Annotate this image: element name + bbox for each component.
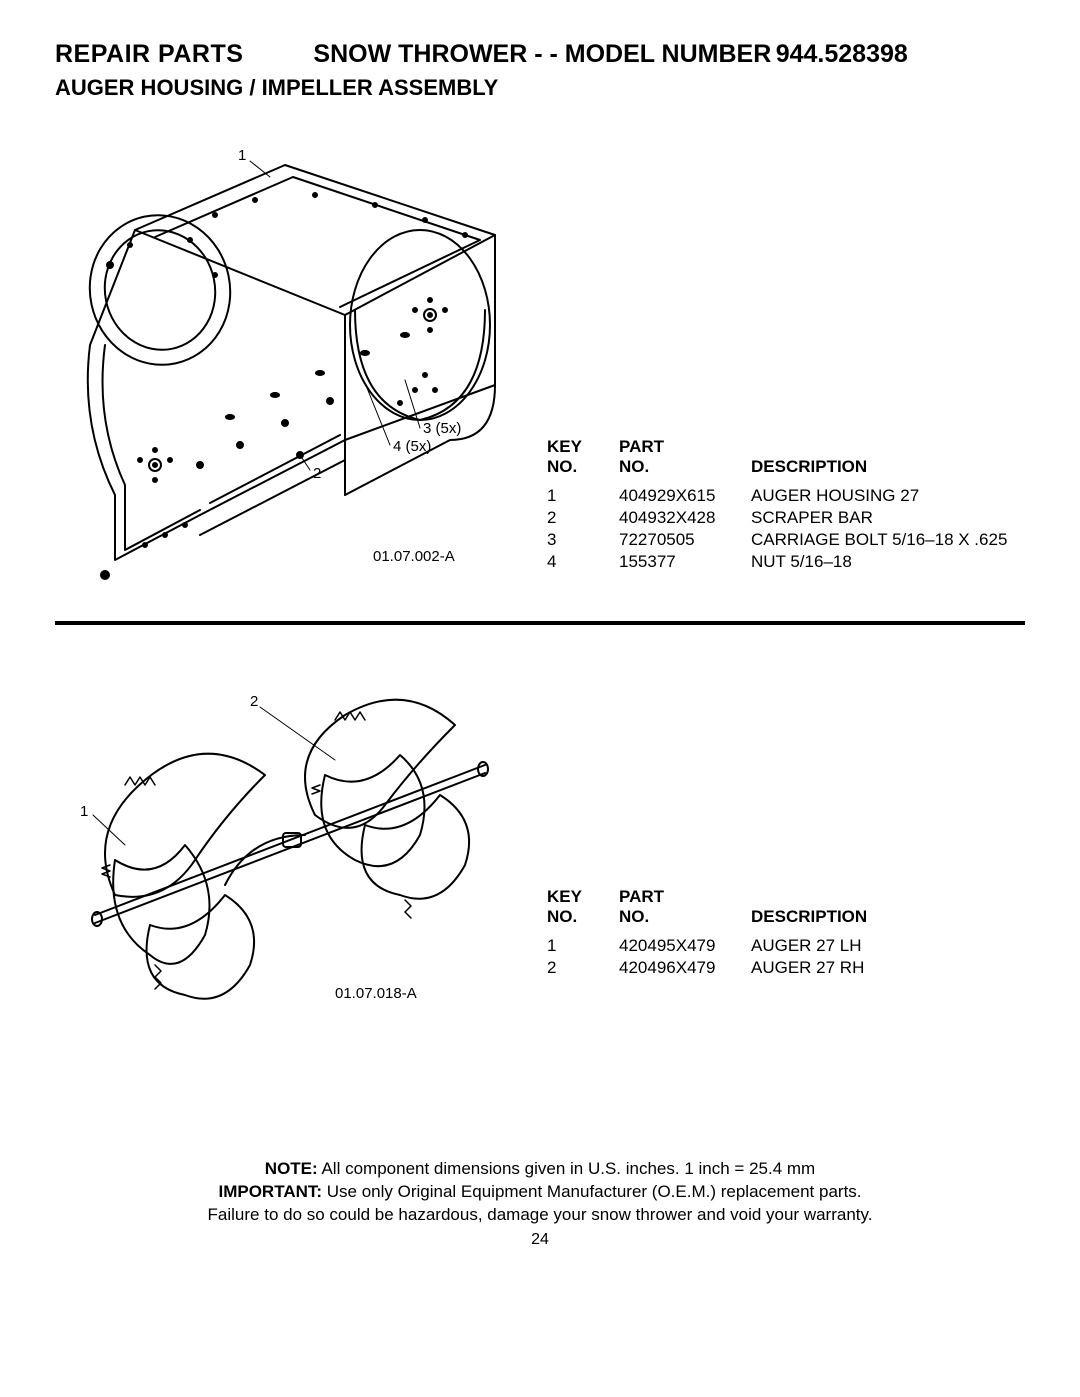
cell-key: 3	[547, 530, 617, 550]
footer-notes: NOTE: All component dimensions given in …	[0, 1158, 1080, 1227]
page-number: 24	[0, 1231, 1080, 1249]
cell-desc: SCRAPER BAR	[751, 508, 1007, 528]
table-row: 2 404932X428 SCRAPER BAR	[547, 508, 1007, 528]
th-part-top: PART	[619, 437, 749, 457]
diagram2-code: 01.07.018-A	[335, 985, 417, 1002]
page-header: REPAIR PARTS SNOW THROWER - - MODEL NUMB…	[55, 40, 1025, 69]
cell-part: 404929X615	[619, 486, 749, 506]
th-part-bot: NO.	[619, 457, 749, 477]
callout-4: 4 (5x)	[393, 438, 431, 455]
note-line: NOTE: All component dimensions given in …	[0, 1158, 1080, 1181]
th-part: PART NO.	[619, 437, 749, 484]
section-divider	[55, 621, 1025, 625]
cell-key: 4	[547, 552, 617, 572]
diagram-auger: 1 2 01.07.018-A	[55, 685, 515, 1055]
cell-part: 72270505	[619, 530, 749, 550]
th-desc-label: DESCRIPTION	[751, 907, 867, 927]
th-part-top: PART	[619, 887, 749, 907]
th-part: PART NO.	[619, 887, 749, 934]
cell-part: 420495X479	[619, 936, 749, 956]
th-key: KEY NO.	[547, 887, 617, 934]
parts-table-2: KEY NO. PART NO. DESCRIPTION 1 420495X47…	[545, 885, 869, 980]
housing-svg	[55, 145, 515, 585]
cell-part: 155377	[619, 552, 749, 572]
th-key-top: KEY	[547, 887, 617, 907]
table-row: 2 420496X479 AUGER 27 RH	[547, 958, 867, 978]
table-row: 4 155377 NUT 5/16–18	[547, 552, 1007, 572]
callout-1: 1	[238, 147, 246, 164]
note-label: NOTE:	[265, 1159, 318, 1178]
auger-svg	[55, 685, 515, 1055]
callout-2b: 2	[250, 693, 258, 710]
cell-desc: NUT 5/16–18	[751, 552, 1007, 572]
cell-desc: AUGER 27 RH	[751, 958, 867, 978]
th-key-top: KEY	[547, 437, 617, 457]
warn-line: Failure to do so could be hazardous, dam…	[0, 1204, 1080, 1227]
cell-desc: CARRIAGE BOLT 5/16–18 X .625	[751, 530, 1007, 550]
repair-parts-title: REPAIR PARTS	[55, 40, 243, 69]
important-line: IMPORTANT: Use only Original Equipment M…	[0, 1181, 1080, 1204]
cell-desc: AUGER HOUSING 27	[751, 486, 1007, 506]
callout-1b: 1	[80, 803, 88, 820]
diagram-housing: 1 2 3 (5x) 4 (5x) 01.07.002-A	[55, 145, 515, 585]
table-row: 3 72270505 CARRIAGE BOLT 5/16–18 X .625	[547, 530, 1007, 550]
important-text: Use only Original Equipment Manufacturer…	[322, 1182, 862, 1201]
cell-key: 1	[547, 936, 617, 956]
cell-key: 2	[547, 508, 617, 528]
table-row: 1 404929X615 AUGER HOUSING 27	[547, 486, 1007, 506]
cell-desc: AUGER 27 LH	[751, 936, 867, 956]
important-label: IMPORTANT:	[218, 1182, 322, 1201]
th-desc: DESCRIPTION	[751, 887, 867, 934]
section-auger: 1 2 01.07.018-A KEY NO. PART NO. DESCRIP…	[55, 685, 1025, 1055]
th-desc-label: DESCRIPTION	[751, 457, 1007, 477]
section-housing: 1 2 3 (5x) 4 (5x) 01.07.002-A KEY NO. PA…	[55, 145, 1025, 585]
note-text: All component dimensions given in U.S. i…	[318, 1159, 816, 1178]
th-key-bot: NO.	[547, 907, 617, 927]
model-number: 944.528398	[776, 40, 908, 68]
table-row: 1 420495X479 AUGER 27 LH	[547, 936, 867, 956]
cell-part: 420496X479	[619, 958, 749, 978]
th-part-bot: NO.	[619, 907, 749, 927]
diagram1-code: 01.07.002-A	[373, 548, 455, 565]
cell-part: 404932X428	[619, 508, 749, 528]
th-key-bot: NO.	[547, 457, 617, 477]
cell-key: 1	[547, 486, 617, 506]
th-key: KEY NO.	[547, 437, 617, 484]
snow-thrower-title: SNOW THROWER - - MODEL NUMBER 944.528398	[313, 40, 907, 69]
parts-table-1: KEY NO. PART NO. DESCRIPTION 1 404929X61…	[545, 435, 1009, 574]
cell-key: 2	[547, 958, 617, 978]
callout-3: 3 (5x)	[423, 420, 461, 437]
assembly-subtitle: AUGER HOUSING / IMPELLER ASSEMBLY	[55, 75, 1025, 101]
th-desc: DESCRIPTION	[751, 437, 1007, 484]
snow-thrower-label: SNOW THROWER - - MODEL NUMBER	[313, 40, 771, 68]
callout-2: 2	[313, 465, 321, 482]
